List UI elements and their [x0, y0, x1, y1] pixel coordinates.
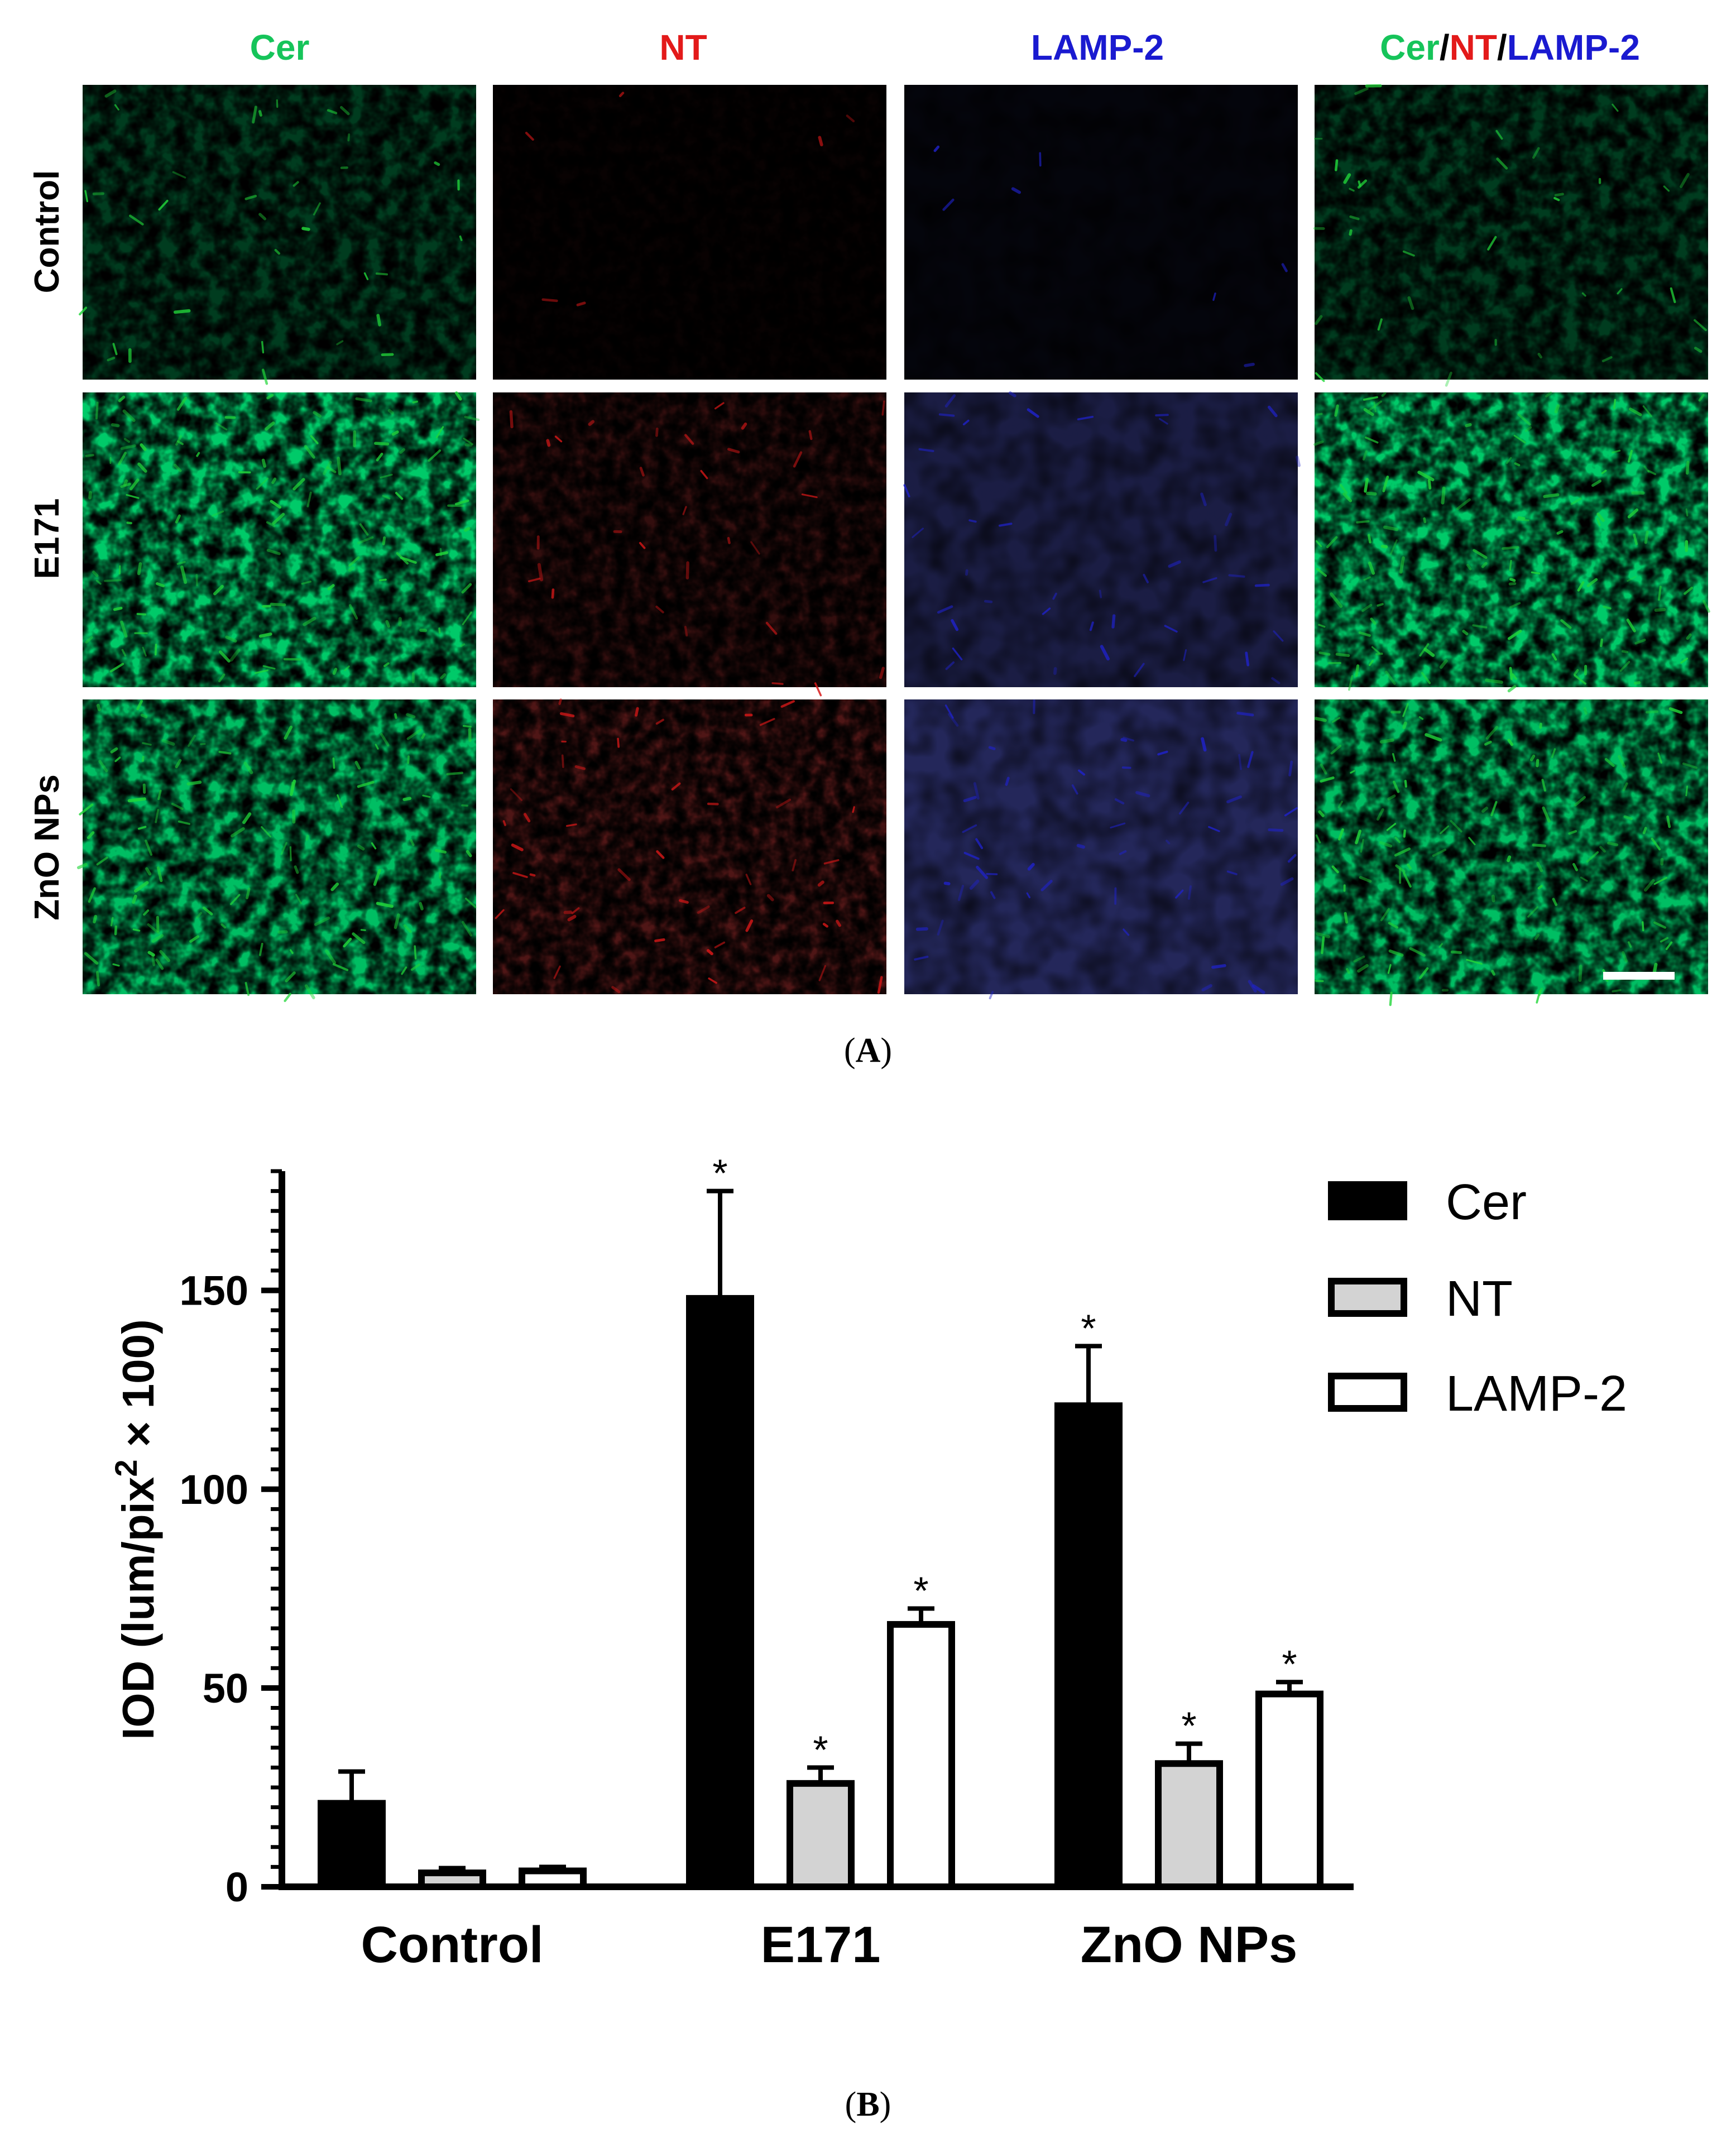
- legend-label: LAMP-2: [1446, 1366, 1627, 1422]
- micrograph-zno-nps-cer: [76, 699, 477, 1003]
- column-header-cer: Cer: [250, 27, 310, 68]
- legend-item-lamp-2: LAMP-2: [1328, 1366, 1627, 1422]
- column-header-merge: Cer/NT/LAMP-2: [1380, 27, 1640, 68]
- micrograph-control-lamp2: [904, 85, 1298, 380]
- y-axis-label: IOD (lum/pix2 × 100): [108, 1319, 163, 1740]
- legend-swatch: [1328, 1181, 1407, 1220]
- legend-swatch: [1328, 1278, 1407, 1317]
- x-category-label: Control: [361, 1916, 543, 1973]
- bar-lamp-2-zno-nps: [1255, 1690, 1323, 1891]
- panel-label-a: (A): [844, 1032, 892, 1070]
- significance-star: *: [1081, 1306, 1096, 1350]
- panel-a-letter: A: [856, 1032, 881, 1070]
- y-axis-label-sup: 2: [108, 1460, 143, 1477]
- x-category-label: ZnO NPs: [1081, 1916, 1297, 1973]
- y-tick-label: 50: [203, 1665, 248, 1712]
- column-header-lamp2: LAMP-2: [1031, 27, 1164, 68]
- legend-swatch: [1328, 1373, 1407, 1412]
- micrograph-control-merge: [1313, 84, 1708, 387]
- micrograph-e171-nt: [493, 392, 886, 697]
- significance-star: *: [1181, 1704, 1196, 1748]
- bar-cer-e171: [686, 1295, 754, 1890]
- micrograph-zno-nps-lamp2: [904, 699, 1298, 1000]
- row-label-control: Control: [28, 170, 66, 293]
- micrograph-panel-a: Cer NT LAMP-2 Cer/NT/LAMP-2 Control E171…: [28, 27, 1710, 1070]
- significance-star: *: [913, 1569, 928, 1612]
- legend-label: Cer: [1446, 1175, 1527, 1230]
- micrograph-zno-nps-nt: [493, 698, 886, 994]
- y-tick-label: 100: [180, 1466, 248, 1513]
- y-tick-label: 0: [226, 1864, 248, 1910]
- micrograph-e171-cer: [83, 391, 480, 687]
- panel-a-open: (: [844, 1032, 856, 1070]
- legend-item-nt: NT: [1328, 1271, 1513, 1327]
- bar-nt-zno-nps: [1155, 1760, 1223, 1890]
- y-tick-label: 150: [180, 1268, 248, 1314]
- significance-star: *: [813, 1728, 828, 1771]
- panel-b-letter: B: [856, 2086, 879, 2123]
- x-category-labels: Control E171 ZnO NPs: [361, 1916, 1297, 1973]
- micrograph-control-cer: [79, 85, 476, 385]
- micrograph-e171-lamp2: [903, 391, 1301, 687]
- bar-nt-e171: [787, 1780, 855, 1891]
- bars-group: * * * * * *: [318, 1152, 1323, 1891]
- significance-star: *: [1282, 1642, 1297, 1686]
- micrograph-e171-merge: [1313, 391, 1710, 693]
- micrograph-zno-nps-merge: [1314, 699, 1708, 1006]
- column-header-nt: NT: [659, 27, 707, 68]
- y-axis-label-tail: × 100): [113, 1319, 163, 1459]
- merge-part-nt: NT: [1450, 27, 1497, 68]
- y-axis-label-main: IOD (lum/pix: [113, 1477, 163, 1740]
- bar-lamp-2-control: [519, 1867, 587, 1890]
- merge-part-cer: Cer: [1380, 27, 1440, 68]
- chart-legend: Cer NT LAMP-2: [1328, 1175, 1627, 1422]
- panel-a-close: ): [880, 1032, 892, 1070]
- x-category-label: E171: [761, 1916, 881, 1973]
- merge-part-slash-2: /: [1497, 27, 1507, 68]
- bar-cer-control: [318, 1800, 386, 1891]
- significance-star: *: [712, 1152, 727, 1195]
- row-label-zno-nps: ZnO NPs: [28, 774, 66, 921]
- legend-item-cer: Cer: [1328, 1175, 1527, 1230]
- panel-b-open: (: [845, 2086, 857, 2123]
- panel-b-close: ): [880, 2086, 891, 2123]
- bar-chart-panel-b: 0 50 100 150 * * * * * * Control E171 ZnO NPs IOD …: [108, 1152, 1627, 2123]
- micrograph-grid: [76, 84, 1710, 1006]
- bar-cer-zno-nps: [1054, 1402, 1123, 1890]
- row-label-e171: E171: [28, 498, 66, 579]
- merge-part-lamp2: LAMP-2: [1507, 27, 1640, 68]
- y-major-ticks: 0 50 100 150: [180, 1268, 282, 1910]
- scale-bar: [1603, 972, 1675, 980]
- bar-nt-control: [418, 1869, 486, 1891]
- micrograph-control-nt: [493, 85, 886, 380]
- panel-label-b: (B): [845, 2086, 891, 2123]
- bar-lamp-2-e171: [887, 1621, 955, 1891]
- legend-label: NT: [1446, 1271, 1513, 1327]
- merge-part-slash-1: /: [1440, 27, 1450, 68]
